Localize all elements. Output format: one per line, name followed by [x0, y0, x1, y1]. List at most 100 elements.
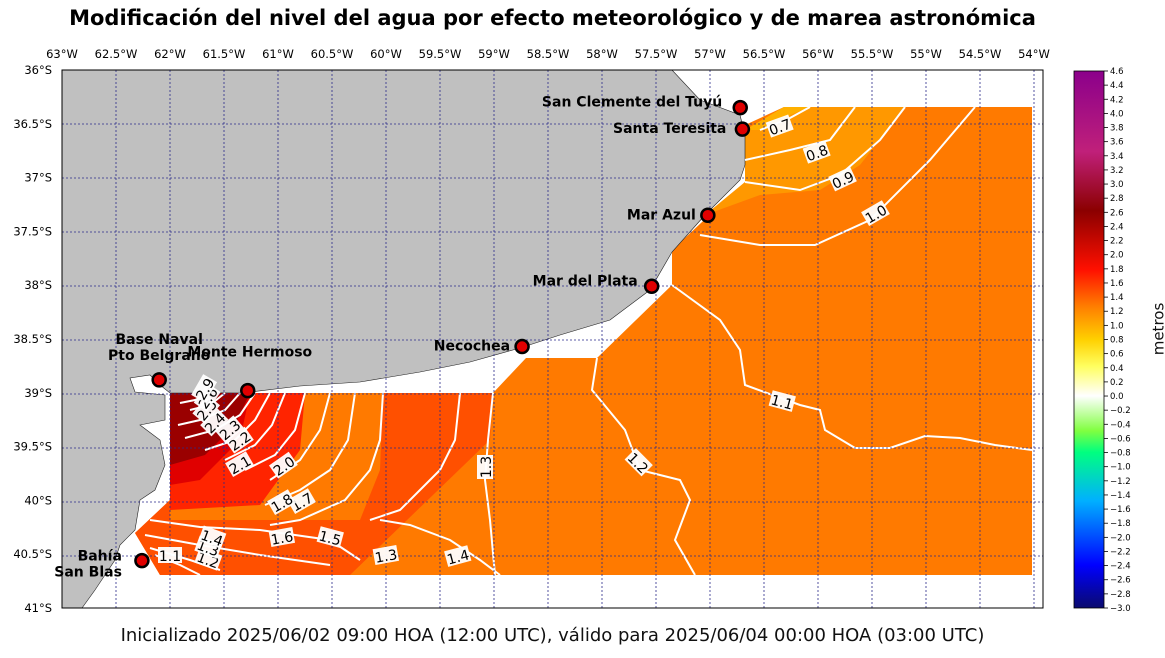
lon-tick-label: 56.5°W: [743, 47, 786, 61]
colorbar-tick-label: 1.2: [1110, 307, 1124, 317]
lon-tick-label: 54.5°W: [959, 47, 1002, 61]
colorbar-tick-label: 2.6: [1110, 208, 1124, 218]
colorbar-tick-label: 0.0: [1110, 392, 1124, 402]
station-label: San Clemente del Tuyú: [542, 95, 722, 111]
colorbar-tick-label: 3.4: [1110, 152, 1124, 162]
lon-tick-label: 59.5°W: [419, 47, 462, 61]
colorbar-tick-label: −1.4: [1110, 491, 1131, 501]
latitude-ticks: 36°S 36.5°S 37°S 37.5°S 38°S 38.5°S 39°S 39.5°S…: [13, 63, 52, 615]
station-dot: [734, 121, 751, 137]
station-marker: Base Naval Pto Belgrano: [108, 332, 211, 388]
contour-label: 1.4: [198, 525, 227, 550]
colorbar-tick-label: −1.2: [1110, 477, 1131, 487]
lon-tick-label: 57°W: [694, 47, 726, 61]
colorbar-tick-label: −2.8: [1110, 590, 1131, 600]
lon-tick-label: 54°W: [1018, 47, 1050, 61]
contour-label: 1.1: [768, 390, 796, 414]
colorbar-tick-label: 0.6: [1110, 350, 1124, 360]
station-marker: Necochea: [434, 339, 530, 355]
stations: San Clemente del Tuyú Santa Teresita Mar A…: [54, 95, 751, 581]
lon-tick-label: 58.5°W: [527, 47, 570, 61]
station-marker: Santa Teresita: [613, 121, 751, 137]
lat-tick-label: 38°S: [24, 278, 52, 292]
contour-label: 1.4: [444, 545, 472, 569]
map-frame: [61, 69, 1044, 609]
lat-tick-label: 38.5°S: [13, 332, 52, 346]
colorbar-tick-label: −0.4: [1110, 420, 1131, 430]
lon-tick-label: 61°W: [262, 47, 294, 61]
colorbar-tick-label: 0.2: [1110, 378, 1124, 388]
svg-text:0.8: 0.8: [804, 143, 830, 166]
colorbar-tick-label: −1.0: [1110, 463, 1131, 473]
lat-tick-label: 36°S: [24, 63, 52, 77]
lon-tick-label: 56°W: [802, 47, 834, 61]
lon-tick-label: 63°W: [46, 47, 78, 61]
lat-tick-label: 39°S: [24, 386, 52, 400]
station-marker: Mar Azul: [627, 207, 716, 224]
lon-tick-label: 62.5°W: [95, 47, 138, 61]
lat-tick-label: 36.5°S: [13, 117, 52, 131]
contour-label: 1.3: [372, 545, 400, 567]
colorbar-tick-label: 4.0: [1110, 109, 1124, 119]
svg-text:1.1: 1.1: [159, 549, 181, 565]
lon-tick-label: 58°W: [586, 47, 618, 61]
svg-text:1.5: 1.5: [317, 528, 343, 549]
station-label: Base Naval Pto Belgrano: [108, 332, 211, 364]
longitude-ticks: 63°W 62.5°W 62°W 61.5°W 61°W 60.5°W 60°W 59.5°W…: [46, 47, 1050, 61]
colorbar-tick-label: 1.0: [1110, 321, 1124, 331]
colorbar-tick-label: −0.8: [1110, 449, 1131, 459]
colorbar-tick-label: 2.2: [1110, 237, 1124, 247]
footer-caption: Inicializado 2025/06/02 09:00 HOA (12:00…: [120, 625, 985, 646]
land-area: [62, 70, 746, 608]
svg-text:1.6: 1.6: [270, 529, 295, 549]
station-dot: [134, 552, 150, 569]
colorbar-tick-label: −2.2: [1110, 547, 1131, 557]
lat-tick-label: 37°S: [24, 171, 52, 185]
contour-label: 1.6: [268, 527, 296, 549]
colorbar-tick-label: 2.4: [1110, 222, 1124, 232]
colorbar-tick-label: 3.6: [1110, 138, 1124, 148]
lat-tick-label: 39.5°S: [13, 440, 52, 454]
sea-field-red3: [135, 393, 493, 575]
contour-label: 0.7: [765, 114, 794, 139]
station-dot: [240, 382, 256, 399]
station-label: Necochea: [434, 339, 510, 355]
station-label: Mar Azul: [627, 207, 696, 223]
svg-text:1.1: 1.1: [769, 392, 795, 413]
svg-text:1.3: 1.3: [374, 547, 399, 567]
colorbar-tick-label: −2.4: [1110, 562, 1131, 572]
colorbar-tick-label: 4.2: [1110, 95, 1124, 105]
colorbar-tick-label: −1.8: [1110, 519, 1131, 529]
colorbar-label: metros: [1149, 302, 1165, 356]
station-label: Bahía San Blas: [54, 549, 122, 581]
contour-label: 1.3: [477, 455, 495, 479]
lon-tick-label: 60.5°W: [311, 47, 354, 61]
lon-tick-label: 62°W: [154, 47, 186, 61]
lon-tick-label: 55.5°W: [851, 47, 894, 61]
colorbar-tick-label: 2.8: [1110, 194, 1124, 204]
station-dot: [151, 372, 167, 388]
lon-tick-label: 57.5°W: [635, 47, 678, 61]
lat-tick-label: 41°S: [24, 601, 52, 615]
map-title: Modificación del nivel del agua por efec…: [69, 6, 1036, 30]
colorbar-tick-label: 4.6: [1110, 67, 1124, 77]
station-dot: [732, 99, 748, 116]
colorbar-tick-label: 1.6: [1110, 279, 1124, 289]
lon-tick-label: 59°W: [478, 47, 510, 61]
lat-tick-label: 40°S: [24, 493, 52, 507]
colorbar-tick-label: −0.2: [1110, 406, 1131, 416]
sea-field-orange: [135, 107, 1032, 575]
colorbar-tick-label: 3.0: [1110, 180, 1124, 190]
colorbar-tick-label: 3.8: [1110, 124, 1124, 134]
svg-text:1.4: 1.4: [445, 547, 471, 568]
svg-text:1.3: 1.3: [479, 456, 495, 478]
colorbar-tick-label: 2.0: [1110, 251, 1124, 261]
station-label: Mar del Plata: [533, 273, 638, 289]
colorbar-tick-label: −3.0: [1110, 604, 1131, 614]
contour-label: 1.5: [316, 526, 344, 550]
station-dot: [700, 207, 716, 224]
lat-tick-label: 37.5°S: [13, 224, 52, 238]
lon-tick-label: 55°W: [910, 47, 942, 61]
sea-field-band-north: [705, 107, 905, 215]
